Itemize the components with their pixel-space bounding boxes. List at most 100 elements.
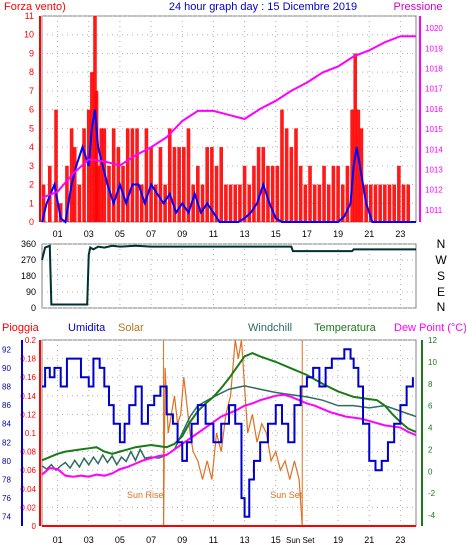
wind-bar bbox=[331, 165, 336, 222]
rain-tick-label: 0.12 bbox=[20, 410, 36, 419]
wind-bar bbox=[270, 165, 275, 222]
y2-tick-label: 1017 bbox=[425, 85, 443, 94]
rain-tick-label: 0.04 bbox=[20, 485, 36, 494]
x-tick-label: 03 bbox=[84, 229, 94, 239]
rain-tick-label: 0.16 bbox=[20, 373, 36, 382]
x-tick-label: 09 bbox=[177, 229, 187, 239]
rain-tick-label: 0.14 bbox=[20, 392, 36, 401]
humidity-tick-label: 92 bbox=[2, 345, 11, 354]
wind-bar bbox=[308, 165, 312, 222]
direction-line bbox=[41, 244, 416, 306]
rain-tick-label: 0 bbox=[32, 522, 37, 531]
x-tick-label: 13 bbox=[240, 229, 250, 239]
wind-bar bbox=[116, 147, 121, 222]
plot-frame bbox=[41, 339, 417, 527]
wind-bar bbox=[406, 184, 411, 222]
y-tick-label: 4 bbox=[29, 142, 34, 152]
humidity-tick-label: 88 bbox=[2, 383, 11, 392]
wind-bar bbox=[350, 109, 354, 222]
temperature-line bbox=[41, 352, 417, 462]
humidity-tick-label: 74 bbox=[2, 513, 11, 522]
wind-bar bbox=[130, 128, 135, 222]
windchill-line bbox=[41, 385, 417, 472]
wind-bar bbox=[284, 128, 289, 222]
wind-bar bbox=[340, 184, 345, 222]
x-tick-label: 19 bbox=[333, 229, 343, 239]
temp-tick-label: 8 bbox=[428, 380, 433, 389]
x-tick-label: 15 bbox=[271, 535, 281, 545]
compass-label: E bbox=[437, 285, 445, 299]
dewpoint-label: Dew Point (°C) bbox=[394, 322, 466, 334]
wind-bar bbox=[397, 165, 401, 222]
humidity-tick-label: 78 bbox=[2, 476, 11, 485]
x-tick-label: 21 bbox=[364, 229, 374, 239]
y-tick-label: 6 bbox=[29, 105, 34, 115]
pressure-line bbox=[41, 35, 416, 199]
humidity-tick-label: 80 bbox=[2, 457, 11, 466]
rain-tick-label: 0.02 bbox=[20, 503, 36, 512]
wind-bar bbox=[378, 184, 382, 222]
humidity-tick-label: 82 bbox=[2, 438, 11, 447]
wind-bar bbox=[153, 184, 158, 222]
wind-speed-label: Forza vento) bbox=[4, 1, 66, 13]
wind-bar bbox=[139, 184, 144, 222]
wind-bar bbox=[387, 184, 392, 222]
windchill-label: Windchill bbox=[248, 322, 292, 334]
weather-panel: 0 0.02 0.04 0.06 0.08 0.1 0.12 0.14 0.16 0.18 0.2 7… bbox=[2, 336, 437, 545]
y2-tick-label: 1012 bbox=[425, 186, 443, 195]
x-tick-label: 17 bbox=[302, 229, 312, 239]
graph-title: 24 hour graph day : 15 Dicembre 2019 bbox=[169, 1, 357, 13]
wind-bar bbox=[72, 147, 77, 222]
wind-bar bbox=[275, 165, 280, 222]
wind-bar bbox=[242, 165, 247, 222]
wind-bar bbox=[312, 184, 317, 222]
rain-tick-label: 0.06 bbox=[20, 466, 36, 475]
wind-bar bbox=[177, 147, 181, 222]
wind-bar bbox=[289, 147, 294, 222]
y2-tick-label: 1014 bbox=[425, 145, 443, 154]
temp-tick-label: -2 bbox=[428, 489, 436, 498]
wind-bar bbox=[96, 165, 100, 222]
wind-bar bbox=[191, 184, 195, 222]
y2-tick-label: 1020 bbox=[425, 24, 443, 33]
wind-bar bbox=[238, 184, 242, 222]
wind-bar bbox=[401, 184, 406, 222]
wind-bar bbox=[205, 147, 209, 222]
wind-bar bbox=[326, 184, 331, 222]
wind-bar bbox=[233, 184, 238, 222]
y-tick-label: 9 bbox=[29, 48, 34, 58]
y-tick-label: 11 bbox=[25, 11, 34, 21]
y-tick-label: 7 bbox=[29, 86, 34, 96]
y2-tick-label: 1013 bbox=[425, 165, 443, 174]
humidity-line bbox=[42, 348, 414, 518]
x-tick-label: 01 bbox=[53, 229, 63, 239]
wind-bar bbox=[125, 128, 130, 222]
wind-bar bbox=[90, 72, 94, 222]
pressure-label: Pressione bbox=[394, 1, 443, 13]
wind-bar bbox=[356, 109, 361, 222]
wind-bar bbox=[322, 165, 326, 222]
humidity-tick-label: 90 bbox=[2, 364, 11, 373]
y-tick-label: 3 bbox=[29, 161, 34, 171]
wind-bar bbox=[247, 184, 252, 222]
wind-bar bbox=[135, 128, 139, 222]
temp-tick-label: 12 bbox=[428, 336, 437, 345]
x-tick-label: 09 bbox=[177, 535, 187, 545]
y2-tick-label: 1019 bbox=[425, 44, 443, 53]
sunset-label: Sun Set bbox=[270, 490, 303, 500]
sunrise-label: Sun Rise bbox=[127, 490, 164, 500]
gust-line bbox=[41, 109, 416, 224]
wind-bar bbox=[94, 90, 99, 222]
sunset-axis-label: Sun Set bbox=[286, 536, 315, 545]
wind-bar bbox=[210, 147, 214, 222]
x-tick-label: 07 bbox=[146, 535, 156, 545]
wind-bar bbox=[353, 53, 358, 222]
y-tick-label: 2 bbox=[29, 180, 34, 190]
wind-bar bbox=[82, 128, 86, 222]
wind-bar bbox=[158, 147, 163, 222]
y-tick-label: 270 bbox=[21, 255, 36, 265]
y2-tick-label: 1011 bbox=[425, 206, 443, 215]
compass-label: S bbox=[437, 269, 445, 283]
